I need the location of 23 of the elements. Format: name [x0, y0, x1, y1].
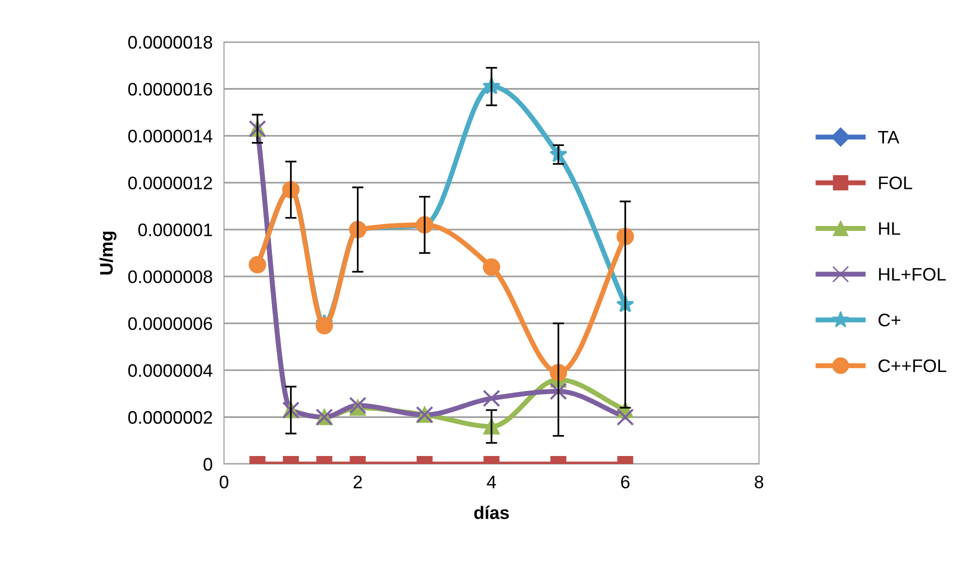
x-tick-label: 0 [220, 476, 228, 488]
y-tick-label: 0 [204, 458, 212, 471]
y-tick-label: 0.0000016 [128, 82, 212, 96]
x-tick-label: 2 [354, 476, 362, 488]
legend-label: FOL [879, 176, 912, 190]
y-tick-label: 0.0000018 [128, 36, 212, 49]
y-tick-label: 0.000001 [138, 223, 212, 236]
legend-label: TA [878, 130, 900, 144]
y-tick-label: 0.0000008 [128, 270, 212, 284]
legend-label: HL+FOL [879, 268, 946, 281]
x-tick-label: 8 [754, 476, 764, 488]
legend-label: C++FOL [878, 359, 946, 372]
y-tick-label: 0.0000006 [128, 317, 212, 330]
y-tick-label: 0.0000002 [128, 411, 212, 424]
y-tick-label: 0.0000004 [128, 364, 212, 377]
y-tick-label: 0.0000014 [128, 130, 212, 142]
x-axis-title: días [474, 506, 509, 520]
legend-label: C+ [878, 314, 900, 326]
y-axis-title: U/mg [100, 232, 116, 274]
legend-label: HL [879, 222, 900, 235]
y-tick-label: 0.0000012 [128, 176, 212, 190]
x-tick-label: 4 [486, 476, 496, 488]
x-tick-label: 6 [621, 476, 630, 488]
